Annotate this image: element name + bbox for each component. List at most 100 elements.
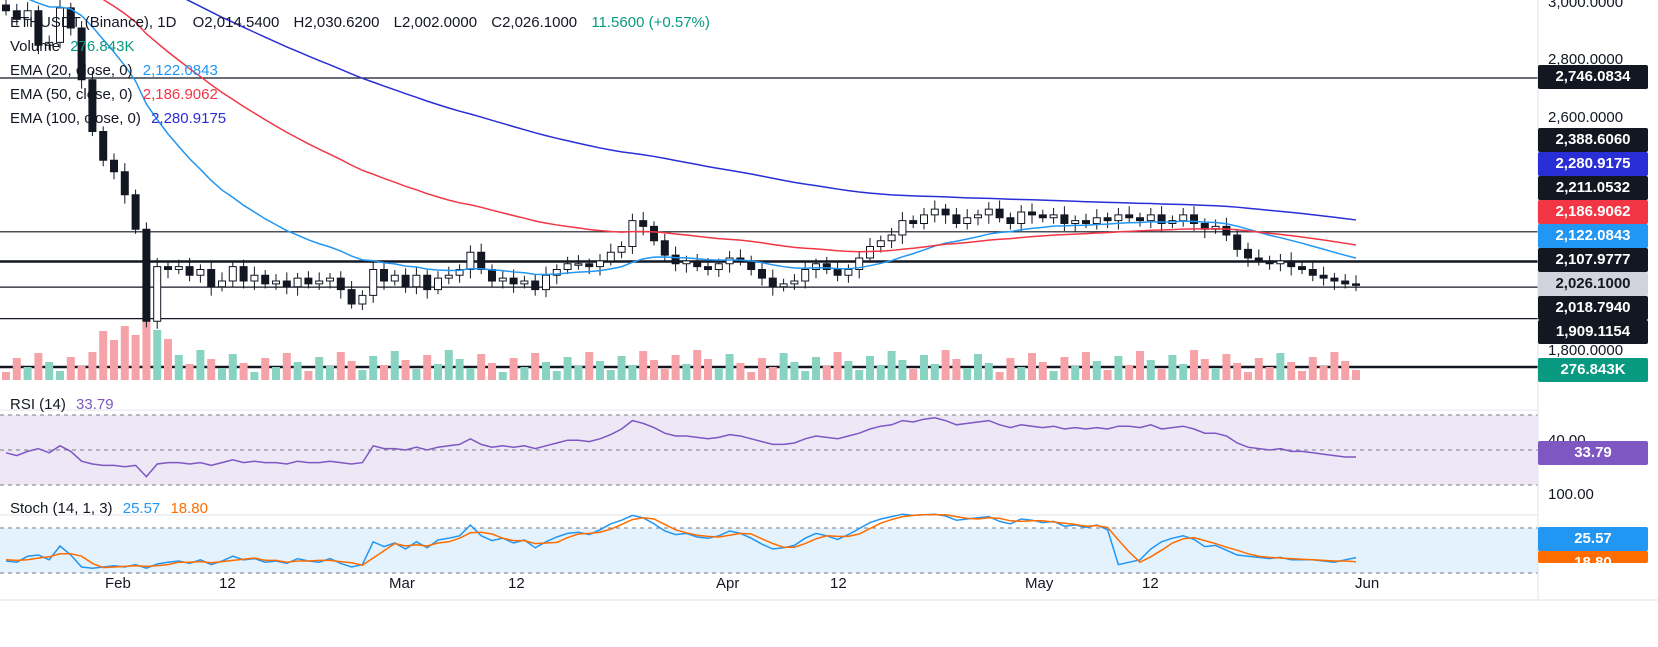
volume-bar <box>833 352 842 380</box>
volume-bar <box>1308 357 1317 380</box>
volume-bar <box>380 365 388 380</box>
candle-body <box>304 277 313 285</box>
volume-bar <box>153 330 162 380</box>
volume-bar <box>1125 365 1134 380</box>
volume-bar <box>866 356 874 380</box>
volume-bar <box>1071 366 1080 380</box>
volume-bar <box>239 363 248 380</box>
price-axis-tick: 2,600.0000 <box>1548 109 1624 126</box>
candle-body <box>898 220 907 236</box>
close-label: C <box>491 14 503 31</box>
candle-body <box>585 263 594 268</box>
stoch-k-line <box>5 513 1357 569</box>
candle-body <box>164 266 172 270</box>
candle-body <box>833 269 842 276</box>
price-label-pill: 276.843K <box>1538 358 1648 382</box>
candles <box>2 0 1360 329</box>
volume-bar <box>552 371 561 380</box>
ema-lines <box>28 0 1357 276</box>
symbol-title[interactable]: ETHUSDT (Binance), 1D <box>10 14 177 31</box>
candle-body <box>952 214 961 224</box>
candle-body <box>1330 277 1339 282</box>
volume-bar <box>228 354 237 380</box>
candle-body <box>45 41 54 46</box>
volume-bar <box>45 362 54 380</box>
ema50-legend[interactable]: EMA (50, close, 0) 2,186.9062 <box>10 86 218 103</box>
volume-bar <box>941 350 950 380</box>
candle-body <box>1071 220 1080 224</box>
volume-bar <box>434 364 442 380</box>
candle-body <box>801 269 810 282</box>
volume-bar <box>412 369 421 380</box>
candle-body <box>563 263 572 270</box>
rsi-pane <box>0 409 1538 486</box>
price-label-pill: 2,018.7940 <box>1538 296 1648 320</box>
volume-bar <box>282 353 291 380</box>
volume-bar <box>2 372 10 380</box>
volume-bar <box>639 351 648 380</box>
volume-bar <box>1103 370 1112 380</box>
volume-bar <box>660 369 669 380</box>
volume-bar <box>984 363 993 380</box>
volume-bar <box>585 352 594 380</box>
volume-bar <box>617 356 626 380</box>
candle-body <box>434 277 442 291</box>
volume-bar <box>1254 358 1263 380</box>
candle-body <box>56 7 64 43</box>
volume-bar <box>509 358 518 380</box>
candle-body <box>282 280 291 288</box>
candle-body <box>930 208 939 216</box>
volume-bar <box>498 372 507 380</box>
candle-body <box>531 280 540 291</box>
candle-body <box>1276 260 1285 265</box>
stoch-legend[interactable]: Stoch (14, 1, 3) 25.57 18.80 <box>10 500 208 517</box>
volume-bar <box>1060 357 1069 380</box>
volume-bar <box>369 356 378 380</box>
volume-bar <box>1114 356 1123 380</box>
volume-bar <box>1352 370 1360 380</box>
volume-bar <box>1179 364 1188 380</box>
candle-body <box>628 220 637 247</box>
ema50-legend-label: EMA (50, close, 0) <box>10 86 133 103</box>
ema50-line <box>102 0 1357 253</box>
volume-bar <box>628 365 637 380</box>
volume-bar <box>768 367 777 380</box>
volume-bar <box>1049 371 1058 380</box>
time-axis-tick: Feb <box>105 575 131 592</box>
candle-body <box>1222 225 1231 236</box>
candle-body <box>12 10 21 20</box>
ema100-legend[interactable]: EMA (100, close, 0) 2,280.9175 <box>10 110 226 127</box>
candle-body <box>390 274 399 282</box>
candle-body <box>1179 214 1188 222</box>
volume-bar <box>606 370 615 380</box>
volume-bar <box>1233 363 1242 380</box>
candle-body <box>941 208 950 216</box>
volume-bar <box>131 335 140 380</box>
volume-bar <box>1082 352 1090 380</box>
close-value: 2,026.1000 <box>502 14 578 31</box>
rsi-legend[interactable]: RSI (14) 33.79 <box>10 396 114 413</box>
volume-bar <box>196 350 205 380</box>
stoch-axis-level: 100.00 <box>1548 486 1594 503</box>
candle-body <box>790 280 799 285</box>
volume-bar <box>801 371 810 380</box>
candle-body <box>650 225 658 242</box>
volume-bar <box>1341 361 1350 380</box>
time-axis-tick: 12 <box>1142 575 1159 592</box>
volume-legend[interactable]: Volume 276.843K <box>10 38 134 55</box>
candle-body <box>488 269 496 282</box>
volume-bar <box>444 350 453 380</box>
volume-bar <box>293 362 302 380</box>
ema20-legend[interactable]: EMA (20, close, 0) 2,122.0843 <box>10 62 218 79</box>
volume-bar <box>1211 368 1220 380</box>
candle-body <box>1157 214 1166 224</box>
volume-bar <box>1287 362 1296 380</box>
candle-body <box>963 217 972 224</box>
candle-body <box>574 263 583 266</box>
change-value: 11.5600 (+0.57%) <box>591 14 710 31</box>
stoch-legend-label: Stoch (14, 1, 3) <box>10 500 113 517</box>
candle-body <box>336 277 345 291</box>
time-axis-tick: 12 <box>830 575 847 592</box>
volume-bar <box>736 363 745 380</box>
time-axis-tick: May <box>1025 575 1054 592</box>
